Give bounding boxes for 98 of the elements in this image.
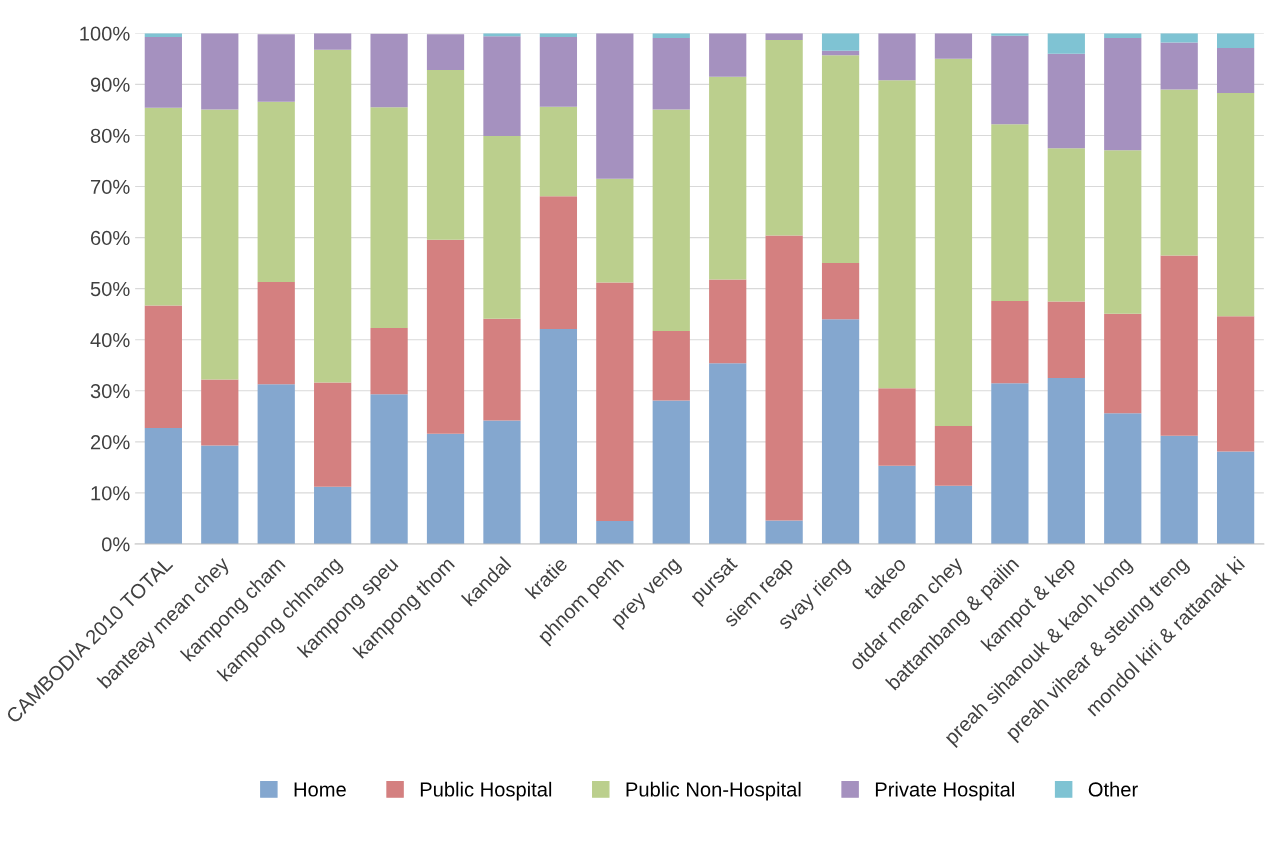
y-tick-label: 90%: [90, 77, 130, 92]
bar: [652, 400, 690, 544]
bar: [934, 58, 973, 427]
bar: [878, 388, 916, 466]
bar: [934, 426, 973, 486]
bar: [878, 465, 916, 544]
legend-label: Public Non-Hospital: [626, 781, 801, 801]
y-tick-label: 0%: [101, 537, 130, 552]
bar: [765, 33, 803, 40]
bar: [1047, 301, 1085, 379]
y-tick-label: 20%: [90, 435, 130, 450]
bar: [1104, 413, 1142, 544]
bar: [314, 33, 352, 50]
bar: [934, 33, 973, 59]
bar: [1104, 37, 1142, 151]
bar: [991, 300, 1029, 384]
bar: [765, 235, 803, 521]
bar: [257, 101, 295, 283]
bar: [370, 107, 408, 328]
bar: [201, 109, 239, 380]
bar: [1047, 53, 1085, 149]
bar: [991, 383, 1029, 544]
bar: [144, 107, 182, 306]
bar: [821, 33, 860, 51]
bar: [1104, 313, 1142, 414]
y-tick-label: 100%: [80, 26, 130, 41]
bar: [426, 239, 465, 434]
bar: [1216, 33, 1255, 49]
bar: [821, 55, 860, 264]
bar: [483, 36, 521, 136]
bar: [201, 379, 239, 446]
y-tick-label: 40%: [90, 332, 130, 348]
bar: [765, 39, 803, 236]
bar: [991, 35, 1029, 125]
bar: [539, 196, 578, 329]
bar: [878, 33, 916, 81]
bar: [257, 34, 295, 102]
bar: [257, 282, 295, 385]
bar: [821, 319, 860, 544]
bar: [596, 521, 634, 544]
bar: [314, 49, 352, 383]
bar: [765, 520, 803, 544]
bar: [539, 106, 578, 197]
y-tick-label: 30%: [90, 384, 130, 399]
bar: [257, 384, 295, 544]
y-tick-label: 50%: [90, 281, 130, 297]
bar: [1216, 48, 1255, 94]
bar: [314, 486, 352, 544]
bar: [1047, 33, 1085, 54]
bar: [1216, 316, 1255, 452]
bar: [1104, 150, 1142, 314]
bar: [144, 305, 182, 429]
bar: [426, 433, 465, 544]
y-tick-label: 60%: [90, 230, 130, 246]
bar: [652, 331, 690, 401]
bar: [878, 80, 916, 389]
legend-label: Home: [294, 782, 346, 797]
legend-label: Other: [1088, 781, 1138, 797]
bar: [201, 33, 239, 110]
bar: [1047, 148, 1085, 302]
bar: [709, 279, 747, 364]
bar: [370, 394, 408, 544]
bar: [1160, 89, 1198, 256]
bar: [483, 420, 521, 544]
bar: [1216, 451, 1255, 544]
bar: [426, 70, 465, 240]
bar: [370, 327, 408, 395]
bar: [709, 363, 747, 544]
bar: [144, 36, 182, 108]
bar: [539, 36, 578, 107]
legend-label: Private Hospital: [875, 781, 1014, 801]
bar: [144, 428, 182, 544]
bar: [652, 37, 690, 110]
legend-label: Public Hospital: [420, 781, 552, 801]
bar: [201, 445, 239, 544]
bar: [1216, 93, 1255, 317]
bar: [1160, 255, 1198, 436]
bar: [1160, 435, 1198, 544]
bar: [370, 33, 408, 108]
bar: [596, 178, 634, 283]
bar: [314, 382, 352, 487]
bar: [539, 329, 578, 544]
bar: [1047, 378, 1085, 544]
bar: [1160, 42, 1198, 90]
bar: [596, 282, 634, 522]
bar: [483, 318, 521, 421]
bar: [596, 33, 634, 179]
bar: [991, 124, 1029, 301]
bar: [709, 76, 747, 280]
bar: [483, 135, 521, 319]
bar: [934, 485, 973, 544]
bar: [709, 33, 747, 77]
bar: [821, 263, 860, 320]
y-tick-label: 10%: [91, 486, 130, 501]
bar: [426, 34, 465, 71]
bar: [652, 109, 690, 332]
y-tick-label: 70%: [91, 179, 130, 195]
y-tick-label: 80%: [90, 128, 130, 143]
